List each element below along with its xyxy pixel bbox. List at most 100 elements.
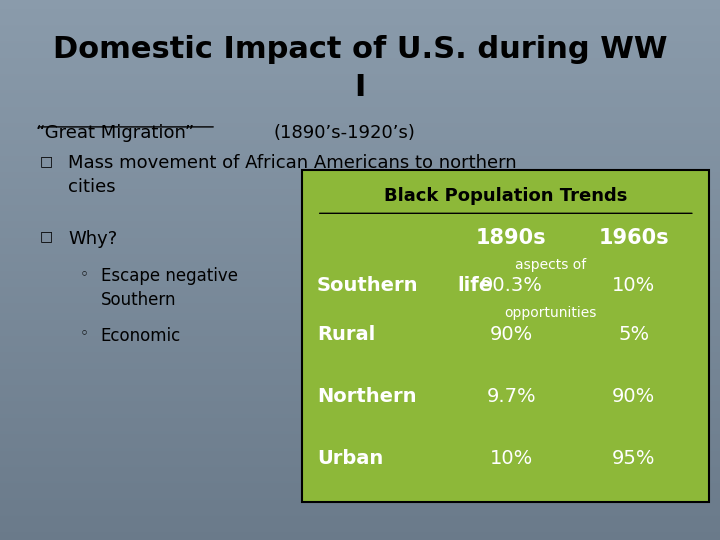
Bar bbox=[0, 286, 720, 287]
Bar bbox=[0, 422, 720, 423]
Bar bbox=[0, 4, 720, 5]
Bar bbox=[0, 158, 720, 159]
Bar bbox=[0, 117, 720, 118]
Bar bbox=[0, 425, 720, 426]
Bar bbox=[0, 432, 720, 433]
Bar bbox=[0, 149, 720, 150]
Bar bbox=[0, 311, 720, 312]
Bar bbox=[0, 165, 720, 166]
Bar bbox=[0, 115, 720, 116]
Bar bbox=[0, 188, 720, 189]
Bar bbox=[0, 105, 720, 106]
Bar bbox=[0, 361, 720, 362]
Text: 90%: 90% bbox=[612, 387, 655, 406]
Bar bbox=[0, 468, 720, 469]
Bar bbox=[0, 224, 720, 225]
Bar bbox=[0, 41, 720, 42]
Bar bbox=[0, 308, 720, 309]
Bar bbox=[0, 112, 720, 113]
Bar bbox=[0, 157, 720, 158]
Bar bbox=[0, 280, 720, 281]
Bar bbox=[0, 410, 720, 411]
Bar bbox=[0, 93, 720, 94]
Bar bbox=[0, 471, 720, 472]
Bar bbox=[0, 176, 720, 177]
Bar bbox=[0, 253, 720, 254]
Bar bbox=[0, 297, 720, 298]
Text: Black Population Trends: Black Population Trends bbox=[384, 187, 628, 205]
Bar bbox=[0, 28, 720, 29]
Bar bbox=[0, 154, 720, 155]
Text: ◦: ◦ bbox=[79, 267, 89, 282]
Bar bbox=[0, 530, 720, 531]
Text: (1890’s-1920’s): (1890’s-1920’s) bbox=[274, 124, 415, 142]
Bar bbox=[0, 322, 720, 323]
Bar bbox=[0, 121, 720, 122]
Bar bbox=[0, 191, 720, 192]
Bar bbox=[0, 306, 720, 307]
Bar bbox=[0, 399, 720, 400]
Bar bbox=[0, 381, 720, 382]
Bar bbox=[0, 138, 720, 139]
Bar bbox=[0, 444, 720, 445]
Bar bbox=[0, 293, 720, 294]
Bar bbox=[0, 249, 720, 250]
Bar bbox=[0, 145, 720, 146]
Bar bbox=[0, 528, 720, 529]
Bar bbox=[0, 288, 720, 289]
Bar bbox=[0, 276, 720, 277]
Bar bbox=[0, 497, 720, 498]
Bar bbox=[0, 110, 720, 111]
Bar bbox=[0, 228, 720, 229]
Bar bbox=[0, 91, 720, 92]
Bar bbox=[0, 454, 720, 455]
Bar bbox=[0, 199, 720, 200]
Bar bbox=[0, 1, 720, 2]
Bar bbox=[0, 527, 720, 528]
Bar bbox=[0, 225, 720, 226]
Bar bbox=[0, 246, 720, 247]
Bar bbox=[0, 48, 720, 49]
Bar bbox=[0, 278, 720, 279]
Bar bbox=[0, 80, 720, 81]
Bar bbox=[0, 509, 720, 510]
Bar bbox=[0, 386, 720, 387]
Bar bbox=[0, 519, 720, 520]
Bar bbox=[0, 94, 720, 95]
Bar bbox=[0, 134, 720, 135]
Bar bbox=[0, 435, 720, 436]
Bar bbox=[0, 445, 720, 446]
Bar bbox=[0, 516, 720, 517]
Bar bbox=[0, 424, 720, 425]
Bar bbox=[0, 492, 720, 493]
Bar bbox=[0, 16, 720, 17]
Bar bbox=[0, 81, 720, 82]
Bar bbox=[0, 113, 720, 114]
Bar bbox=[0, 326, 720, 327]
Bar bbox=[0, 520, 720, 521]
Bar bbox=[0, 268, 720, 269]
Bar bbox=[0, 495, 720, 496]
Bar bbox=[0, 378, 720, 379]
Bar bbox=[0, 402, 720, 403]
Bar bbox=[0, 429, 720, 430]
Bar bbox=[0, 277, 720, 278]
Bar bbox=[0, 23, 720, 24]
Bar bbox=[0, 532, 720, 533]
Bar bbox=[0, 123, 720, 124]
Bar bbox=[0, 490, 720, 491]
Bar bbox=[0, 210, 720, 211]
Bar bbox=[0, 213, 720, 214]
Bar bbox=[0, 274, 720, 275]
Bar bbox=[0, 68, 720, 69]
Bar bbox=[0, 463, 720, 464]
Bar bbox=[0, 272, 720, 273]
Bar bbox=[0, 204, 720, 205]
Bar bbox=[0, 71, 720, 72]
Bar bbox=[0, 512, 720, 513]
Bar bbox=[0, 238, 720, 239]
Bar bbox=[0, 92, 720, 93]
Bar bbox=[0, 373, 720, 374]
Bar bbox=[0, 449, 720, 450]
Bar bbox=[0, 396, 720, 397]
